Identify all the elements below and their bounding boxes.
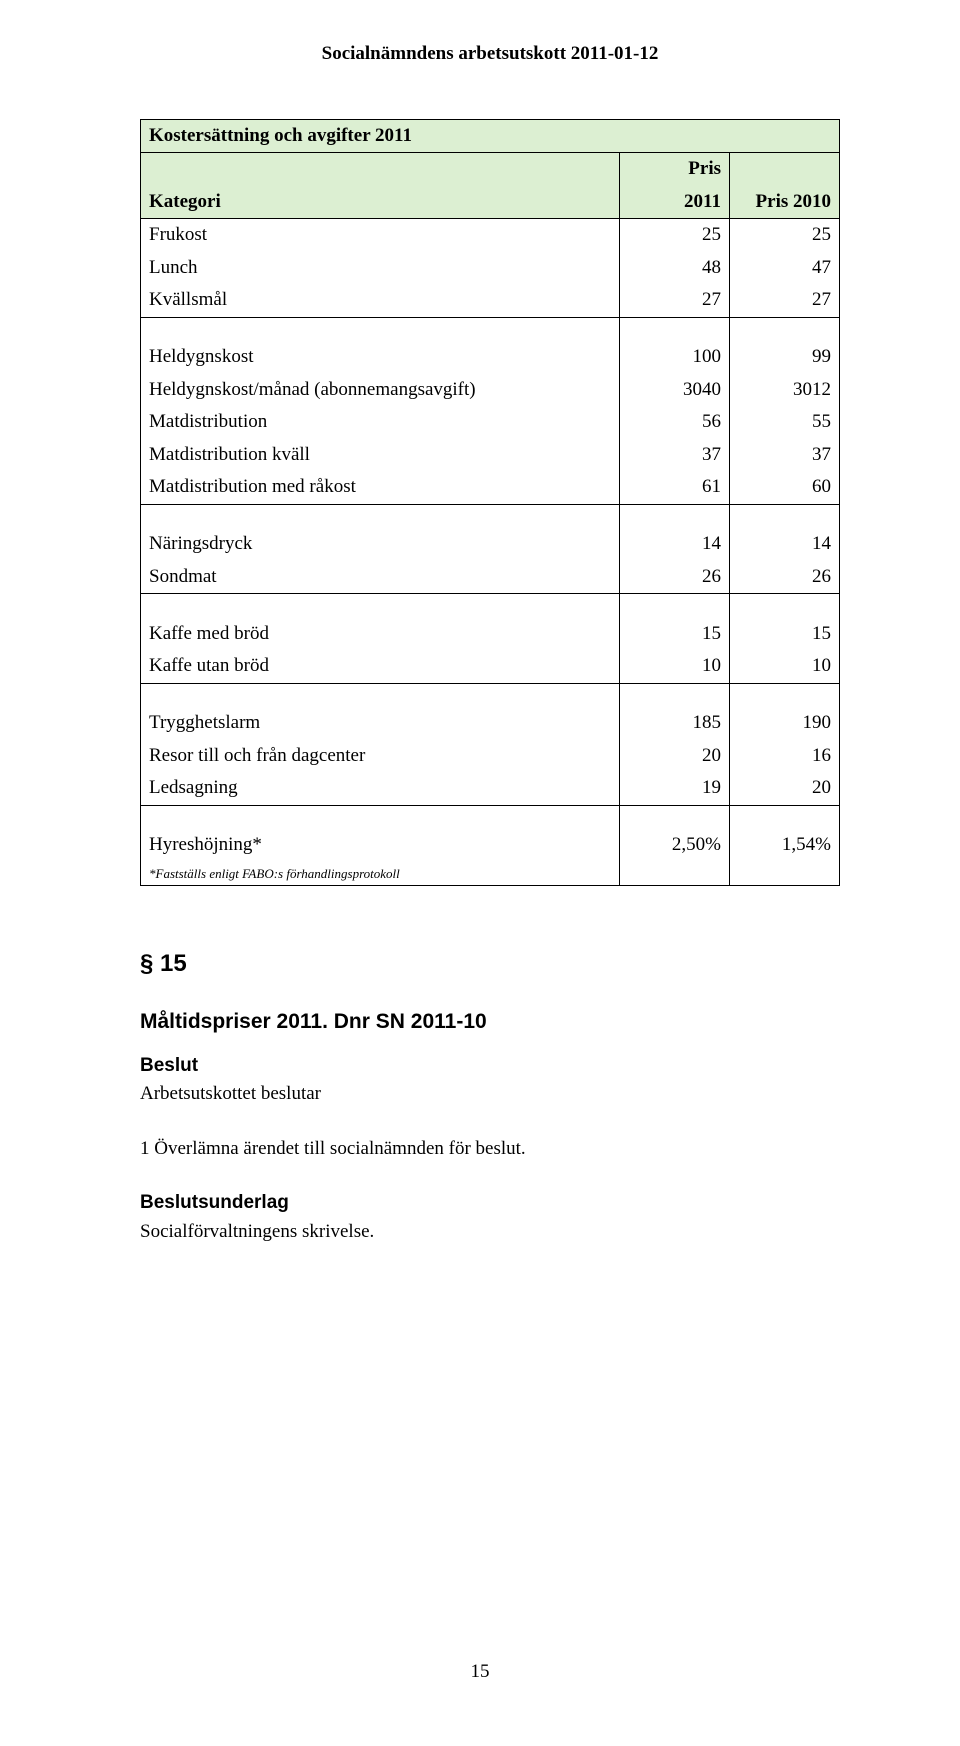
row-val-2011: 100 (620, 341, 730, 374)
row-val-2010: 47 (730, 252, 840, 285)
row-val-2011: 27 (620, 284, 730, 317)
page-number: 15 (0, 1658, 960, 1687)
col1-bottom: 2011 (620, 186, 730, 219)
row-val-2010: 15 (730, 618, 840, 651)
row-val-2011: 56 (620, 406, 730, 439)
row-label: Heldygnskost/månad (abonnemangsavgift) (141, 374, 620, 407)
section-title: Måltidspriser 2011. Dnr SN 2011-10 (140, 1006, 840, 1038)
col2: Pris 2010 (730, 186, 840, 219)
row-val-2010: 3012 (730, 374, 840, 407)
category-label: Kategori (141, 186, 620, 219)
section-number: § 15 (140, 946, 840, 982)
row-val-2010: 16 (730, 740, 840, 773)
underlag-heading: Beslutsunderlag (140, 1189, 840, 1218)
row-label: Matdistribution med råkost (141, 471, 620, 504)
row-val-2010: 27 (730, 284, 840, 317)
row-val-2010: 60 (730, 471, 840, 504)
row-label: Hyreshöjning* (141, 829, 620, 862)
underlag-line: Socialförvaltningens skrivelse. (140, 1218, 840, 1247)
footnote: *Fastställs enligt FABO:s förhandlingspr… (141, 862, 620, 886)
row-val-2011: 48 (620, 252, 730, 285)
row-label: Kaffe med bröd (141, 618, 620, 651)
col1-top: Pris (620, 153, 730, 186)
row-val-2010: 20 (730, 772, 840, 805)
row-label: Kaffe utan bröd (141, 650, 620, 683)
row-label: Frukost (141, 219, 620, 252)
row-label: Ledsagning (141, 772, 620, 805)
row-val-2010: 99 (730, 341, 840, 374)
row-val-2011: 37 (620, 439, 730, 472)
row-val-2011: 15 (620, 618, 730, 651)
beslut-line2: 1 Överlämna ärendet till socialnämnden f… (140, 1135, 840, 1164)
row-val-2010: 37 (730, 439, 840, 472)
row-val-2010: 55 (730, 406, 840, 439)
row-val-2011: 185 (620, 707, 730, 740)
row-label: Kvällsmål (141, 284, 620, 317)
row-val-2011: 26 (620, 561, 730, 594)
row-val-2010: 190 (730, 707, 840, 740)
beslut-heading: Beslut (140, 1052, 840, 1081)
row-val-2010: 25 (730, 219, 840, 252)
row-val-2011: 25 (620, 219, 730, 252)
row-val-2011: 61 (620, 471, 730, 504)
row-val-2011: 20 (620, 740, 730, 773)
row-label: Sondmat (141, 561, 620, 594)
row-val-2010: 1,54% (730, 829, 840, 862)
row-label: Heldygnskost (141, 341, 620, 374)
row-val-2010: 14 (730, 528, 840, 561)
pricing-table: Kostersättning och avgifter 2011 Pris Ka… (140, 119, 840, 887)
row-val-2010: 26 (730, 561, 840, 594)
row-label: Matdistribution (141, 406, 620, 439)
row-label: Trygghetslarm (141, 707, 620, 740)
table-title: Kostersättning och avgifter 2011 (141, 119, 620, 153)
row-label: Matdistribution kväll (141, 439, 620, 472)
row-label: Resor till och från dagcenter (141, 740, 620, 773)
row-label: Näringsdryck (141, 528, 620, 561)
row-val-2011: 10 (620, 650, 730, 683)
row-val-2010: 10 (730, 650, 840, 683)
row-val-2011: 3040 (620, 374, 730, 407)
beslut-line1: Arbetsutskottet beslutar (140, 1080, 840, 1109)
row-val-2011: 2,50% (620, 829, 730, 862)
row-val-2011: 14 (620, 528, 730, 561)
row-val-2011: 19 (620, 772, 730, 805)
row-label: Lunch (141, 252, 620, 285)
page-header: Socialnämndens arbetsutskott 2011-01-12 (140, 40, 840, 69)
